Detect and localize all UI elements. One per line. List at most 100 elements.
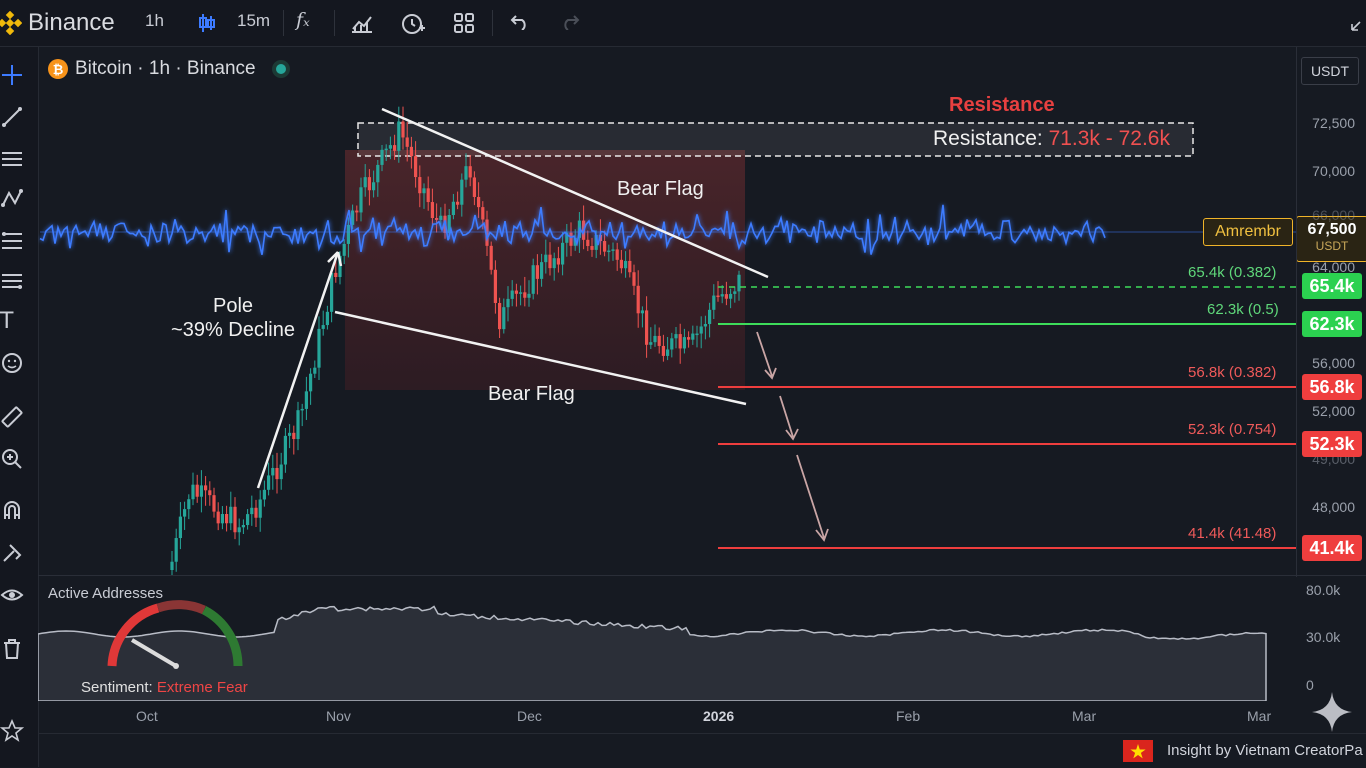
fx-icon[interactable]: 𝑓ₓ [296, 9, 310, 31]
trendline-icon[interactable] [0, 105, 24, 129]
price-badge[interactable]: 67,500 USDT [1296, 216, 1366, 262]
candle-body [409, 146, 413, 157]
candle-body [359, 187, 363, 213]
resistance-zone[interactable] [357, 122, 1194, 157]
layout-grid-icon[interactable] [454, 13, 474, 33]
candle-body [670, 338, 674, 350]
divider [334, 10, 335, 36]
bear-flag-lower-line[interactable] [334, 310, 747, 406]
bear-flag-upper-line[interactable] [381, 107, 769, 279]
candle-body [342, 243, 346, 256]
candle-body [208, 490, 212, 496]
sentiment-row: Sentiment: Extreme Fear [81, 679, 248, 696]
candle-body [418, 177, 422, 194]
candle-body [506, 298, 510, 308]
candle-body [384, 148, 388, 151]
undo-icon[interactable] [510, 14, 530, 30]
candle-body [300, 408, 304, 411]
y-tick: 52,000 [1312, 403, 1355, 419]
candle-body [363, 177, 367, 188]
candle-body [380, 149, 384, 165]
candle-body [422, 188, 426, 194]
candle-body [254, 507, 258, 518]
candle-body [540, 262, 544, 279]
pattern-icon[interactable] [0, 187, 24, 211]
level-badge[interactable]: 41.4k [1302, 535, 1362, 561]
sub-y-tick: 80.0k [1306, 582, 1341, 598]
candle-body [439, 215, 443, 220]
candle-body [460, 179, 464, 205]
candle-body [485, 219, 489, 246]
candle-body [401, 121, 405, 138]
candle-body [397, 121, 401, 151]
svg-text:₿: ₿ [53, 63, 64, 78]
candle-body [737, 274, 741, 292]
candle-body [703, 324, 707, 327]
price-badge-unit: USDT [1315, 239, 1349, 253]
level-label: 52.3k (0.754) [1188, 421, 1277, 438]
candle-body [309, 373, 313, 392]
bitcoin-icon: ₿ [48, 59, 68, 79]
indicator-tag[interactable]: Amrembr [1203, 218, 1293, 246]
interval-15m-button[interactable]: 15m [237, 11, 271, 30]
candle-body [321, 325, 325, 329]
candle-body [346, 224, 350, 244]
sentiment-value: Extreme Fear [156, 679, 248, 696]
top-toolbar: Binance 1h 15m 𝑓ₓ [0, 0, 1366, 47]
horizontal-lines-icon[interactable] [0, 147, 24, 171]
footer-credit: Insight by Vietnam CreatorPa [1167, 742, 1363, 759]
level-badge[interactable]: 52.3k [1302, 431, 1362, 457]
star-icon[interactable] [0, 719, 24, 743]
candle-body [372, 182, 376, 191]
candle-body [279, 464, 283, 480]
pole-label: Pole ~39% Decline [162, 294, 304, 342]
level-label: 41.4k (41.48) [1188, 525, 1277, 542]
price-chart[interactable] [38, 47, 1296, 575]
fib-channel-icon[interactable] [0, 269, 24, 293]
candle-body [666, 349, 670, 356]
candle-body [519, 292, 523, 294]
crosshair-icon[interactable] [0, 63, 24, 87]
symbol-header[interactable]: ₿ Bitcoin · 1h · Binance [48, 58, 286, 80]
brand[interactable]: Binance [0, 8, 115, 38]
magnet-icon[interactable] [0, 499, 24, 523]
active-addresses-chart[interactable] [38, 576, 1296, 701]
price-axis[interactable]: USDT 72,500 70,000 66,000 64,000 56,000 … [1296, 47, 1366, 577]
x-tick: Nov [326, 708, 351, 724]
level-badge[interactable]: 65.4k [1302, 273, 1362, 299]
candle-body [535, 265, 539, 279]
eye-icon[interactable] [0, 583, 24, 607]
candle-body [695, 333, 699, 336]
market-status-dot [275, 64, 286, 74]
lock-draw-icon[interactable] [0, 541, 24, 565]
x-tick: Feb [896, 708, 921, 724]
zoom-in-icon[interactable] [0, 447, 24, 471]
redo-icon[interactable] [560, 14, 580, 30]
candle-body [481, 207, 485, 220]
candle-body [304, 391, 308, 409]
candle-body [376, 164, 380, 183]
candle-body [472, 177, 476, 197]
emoji-icon[interactable] [0, 351, 24, 375]
interval-1h-button[interactable]: 1h [145, 11, 164, 30]
indicators-icon[interactable] [350, 12, 374, 34]
expand-icon[interactable] [1350, 18, 1362, 32]
candle-body [556, 258, 560, 265]
candles-icon[interactable] [197, 12, 217, 34]
bear-flag-bottom-label: Bear Flag [488, 383, 575, 405]
candle-body [636, 285, 640, 314]
candle-body [594, 234, 598, 250]
fib-retracement-icon[interactable] [0, 229, 24, 253]
level-badge[interactable]: 56.8k [1302, 374, 1362, 400]
alert-clock-icon[interactable] [400, 11, 426, 35]
y-tick: 56,000 [1312, 355, 1355, 371]
trash-icon[interactable] [0, 637, 24, 661]
currency-selector[interactable]: USDT [1301, 57, 1359, 85]
candle-body [678, 334, 682, 349]
vietnam-flag-icon [1123, 740, 1153, 762]
candle-body [514, 290, 518, 294]
y-tick: 48,000 [1312, 499, 1355, 515]
text-tool-icon[interactable]: T [0, 309, 14, 334]
ruler-icon[interactable] [0, 405, 24, 429]
level-badge[interactable]: 62.3k [1302, 311, 1362, 337]
